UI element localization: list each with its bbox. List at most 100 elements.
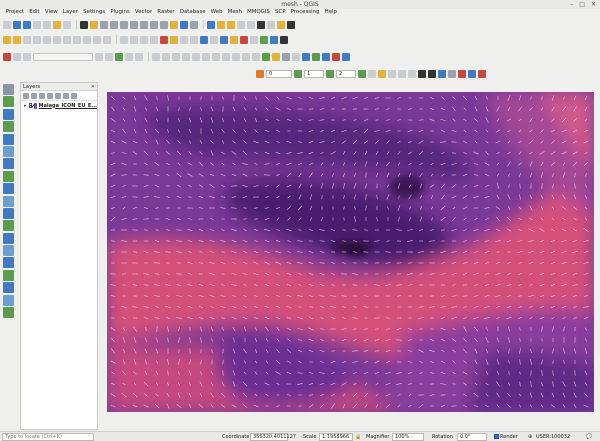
locator-search-input[interactable]: Type to locate (Ctrl+K) [2,433,94,441]
layer-row[interactable]: ▸ Malaga_ICON_EU_E... [21,101,97,110]
shape-tool-3-icon[interactable] [135,52,143,61]
identify-icon[interactable] [207,20,215,29]
refresh-icon[interactable] [190,20,198,29]
paste-features-icon[interactable] [83,35,91,44]
save-as-icon[interactable] [33,20,41,29]
shape-tool-13-icon[interactable] [242,52,250,61]
label-tool-2-icon[interactable] [180,35,188,44]
menu-layer[interactable]: Layer [62,9,78,15]
scp-band-icon[interactable] [256,69,264,78]
menu-view[interactable]: View [44,9,58,15]
band-spin-blue[interactable]: 2 [336,69,356,78]
add-arcgis-icon[interactable] [3,257,14,269]
attribute-table-icon[interactable] [237,20,245,29]
digitize-tool-5-icon[interactable] [160,35,168,44]
menu-processing[interactable]: Processing [290,9,320,15]
close-panel-icon[interactable]: ✕ [90,84,95,90]
current-edits-icon[interactable] [3,35,11,44]
processing-tool-5-icon[interactable] [302,52,310,61]
layout-manager-icon[interactable] [53,20,61,29]
shape-tool-7-icon[interactable] [182,52,190,61]
shape-tool-10-icon[interactable] [212,52,220,61]
add-oracle-icon[interactable] [3,207,14,219]
redo-icon[interactable] [103,35,111,44]
pan-icon[interactable] [80,20,88,29]
scp-band-blue-icon[interactable] [326,69,334,78]
deselect-icon[interactable] [227,20,235,29]
lock-scale-icon[interactable]: 🔒 [355,434,362,440]
remove-layer-icon[interactable] [71,92,77,99]
label-tool-3-icon[interactable] [190,35,198,44]
field-calculator-icon[interactable] [247,20,255,29]
style-manager-icon[interactable] [63,20,71,29]
advanced-digitize-icon[interactable] [13,52,21,61]
scp-tool-9-icon[interactable] [418,69,426,78]
close-icon[interactable]: ✕ [590,1,596,8]
zoom-selection-icon[interactable] [140,20,148,29]
menu-edit[interactable]: Edit [29,9,40,15]
open-styling-icon[interactable] [23,92,29,99]
plugin-tool-2-icon[interactable] [210,35,218,44]
processing-tool-3-icon[interactable] [282,52,290,61]
scp-band-green-icon[interactable] [294,69,302,78]
zoom-out-icon[interactable] [110,20,118,29]
digitize-tool-icon[interactable] [120,35,128,44]
band-spin-red[interactable]: 0 [266,69,292,78]
zoom-full-icon[interactable] [120,20,128,29]
scp-tool-13-icon[interactable] [458,69,466,78]
shape-tool-14-icon[interactable] [252,52,260,61]
scp-tool-14-icon[interactable] [468,69,476,78]
menu-settings[interactable]: Settings [83,9,106,15]
processing-tool-6-icon[interactable] [312,52,320,61]
menu-help[interactable]: Help [324,9,337,15]
shape-tool-2-icon[interactable] [125,52,133,61]
new-geopackage-icon[interactable] [3,282,14,294]
expand-arrow-icon[interactable]: ▸ [24,102,27,109]
open-project-icon[interactable] [13,20,21,29]
scp-tool-10-icon[interactable] [428,69,436,78]
plugin-tool-3-icon[interactable] [220,35,228,44]
scp-tool-3-icon[interactable] [280,35,288,44]
coordinate-field[interactable]: 356320,4011127 [250,433,296,441]
scp-tool-8-icon[interactable] [408,69,416,78]
shape-tool-12-icon[interactable] [232,52,240,61]
gps-tool-icon[interactable] [3,52,11,61]
shape-tool-5-icon[interactable] [162,52,170,61]
processing-tool-icon[interactable] [262,52,270,61]
digitize-tool-4-icon[interactable] [150,35,158,44]
minimize-icon[interactable]: – [570,1,574,8]
crs-globe-icon[interactable]: ⊕ [528,434,533,440]
copy-features-icon[interactable] [73,35,81,44]
processing-tool-7-icon[interactable] [322,52,330,61]
data-source-manager-icon[interactable] [3,84,14,95]
menu-web[interactable]: Web [210,9,223,15]
trace-icon[interactable] [105,52,113,61]
scp-tool-4-icon[interactable] [368,69,376,78]
maximize-icon[interactable]: □ [579,1,585,8]
add-db2-icon[interactable] [3,195,14,207]
map-tips-icon[interactable] [277,20,285,29]
measure-icon[interactable] [267,20,275,29]
scp-tool-6-icon[interactable] [388,69,396,78]
scp-tool-15-icon[interactable] [478,69,486,78]
messages-icon[interactable]: 💬 [586,434,593,440]
zoom-last-icon[interactable] [150,20,158,29]
bee-plugin-icon[interactable] [230,35,238,44]
scale-combo[interactable]: 1:1958966 [319,433,353,441]
scp-tool-12-icon[interactable] [448,69,456,78]
new-project-icon[interactable] [3,20,11,29]
processing-tool-4-icon[interactable] [292,52,300,61]
print-layout-icon[interactable] [43,20,51,29]
add-postgis-icon[interactable] [3,170,14,182]
save-project-icon[interactable] [23,20,31,29]
scp-tool-2-icon[interactable] [270,35,278,44]
menu-scp[interactable]: SCP [275,9,286,15]
layer-name[interactable]: Malaga_ICON_EU_E... [38,102,97,109]
processing-tool-8-icon[interactable] [332,52,340,61]
statistics-icon[interactable] [257,20,265,29]
zoom-in-icon[interactable] [100,20,108,29]
menu-raster[interactable]: Raster [157,9,175,15]
magnifier-spin[interactable]: 100% [392,433,424,441]
add-feature-icon[interactable] [33,35,41,44]
shape-tool-4-icon[interactable] [152,52,160,61]
